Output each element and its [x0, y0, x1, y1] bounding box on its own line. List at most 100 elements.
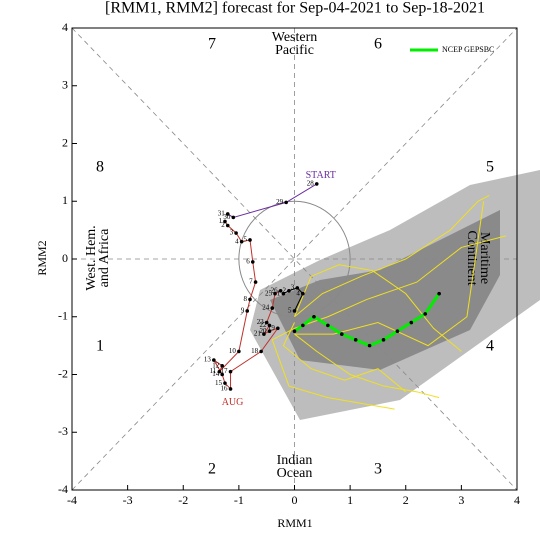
observed-point [223, 219, 227, 224]
day-label: 3 [230, 229, 234, 237]
day-label: 19 [268, 324, 276, 332]
x-tick-label: 3 [458, 493, 464, 507]
region-label: Continent [464, 230, 479, 285]
day-label: 13 [204, 356, 212, 364]
forecast-point [409, 320, 414, 325]
member-line [294, 235, 507, 329]
y-tick-label: 0 [62, 251, 68, 265]
day-label: 17 [221, 367, 229, 375]
observed-point [262, 332, 266, 336]
observed-point [267, 323, 272, 328]
observed-point [228, 369, 233, 374]
day-label: 24 [262, 304, 270, 312]
day-label: 10 [229, 347, 237, 355]
day-label: 31 [218, 210, 226, 218]
legend-label: NCEP GEPSBC [442, 45, 494, 54]
day-label: 3 [291, 283, 295, 291]
day-label: 16 [221, 385, 229, 393]
forecast-point [437, 291, 441, 296]
day-label: 22 [259, 321, 267, 329]
observed-point [250, 260, 255, 264]
forecast-point [395, 329, 400, 333]
observed-point [248, 238, 252, 242]
observed-point [212, 358, 216, 362]
phase-label: 2 [208, 461, 216, 478]
phase-label: 1 [96, 338, 104, 355]
day-label: 12 [212, 361, 220, 369]
observed-point [225, 223, 230, 228]
day-label: 5 [288, 307, 292, 315]
observed-point [223, 381, 227, 385]
day-label: 28 [307, 180, 315, 188]
forecast-point [292, 329, 297, 333]
x-tick-label: -2 [178, 493, 188, 507]
chart-title: [RMM1, RMM2] forecast for Sep-04-2021 to… [105, 0, 485, 17]
day-label: 1 [277, 289, 281, 297]
day-label: 4 [235, 237, 239, 245]
x-tick-label: -3 [123, 493, 133, 507]
observed-point [220, 364, 224, 368]
region-label: Maritime [477, 232, 492, 284]
forecast-point [339, 332, 344, 336]
observed-point [228, 387, 233, 391]
x-tick-label: -1 [234, 493, 244, 507]
observed-point [231, 215, 236, 220]
y-axis-label: RMM2 [35, 240, 49, 275]
observed-point [292, 309, 297, 313]
day-label: 29 [276, 198, 284, 206]
x-tick-label: 1 [347, 493, 353, 507]
observed-point [253, 280, 258, 284]
observed-point [239, 239, 244, 244]
y-tick-label: -2 [58, 366, 68, 380]
day-label: 9 [241, 307, 245, 315]
y-tick-label: -3 [58, 424, 68, 438]
diagonal [71, 27, 518, 491]
day-label: 23 [257, 318, 265, 326]
observed-point [267, 329, 272, 333]
y-tick-label: 2 [62, 135, 68, 149]
phase-label: 7 [208, 36, 216, 53]
region-label: and Africa [97, 228, 112, 287]
day-label: 2 [221, 221, 225, 229]
diagonal [71, 27, 518, 491]
y-tick-label: -4 [58, 482, 68, 496]
observed-point [248, 297, 252, 302]
forecast-point [301, 323, 305, 328]
day-label: 26 [271, 286, 279, 294]
x-tick-label: -4 [67, 493, 77, 507]
forecast-point [312, 314, 316, 319]
start-label: START [306, 170, 336, 181]
y-tick-label: -1 [58, 309, 68, 323]
observed-point [270, 306, 275, 310]
observed-point [276, 326, 280, 331]
forecast-line [293, 292, 441, 348]
forecast-point [423, 312, 428, 316]
y-tick-label: 1 [62, 193, 68, 207]
member-line [294, 264, 462, 352]
region-label: Indian [277, 453, 313, 468]
phase-label: 6 [374, 36, 382, 53]
observed-point [217, 369, 222, 374]
member-line [271, 327, 395, 410]
forecast-point [326, 323, 330, 328]
spread-inner [270, 210, 500, 370]
observed-line [227, 183, 318, 218]
x-tick-label: 2 [403, 493, 409, 507]
day-label: 15 [215, 379, 223, 387]
member-line [294, 333, 440, 399]
observed-point [225, 212, 230, 216]
phase-label: 4 [486, 338, 494, 355]
forecast-point [367, 343, 372, 348]
phase-label: 5 [486, 159, 494, 176]
observed-point [220, 372, 224, 377]
phase-label: 3 [374, 461, 382, 478]
x-tick-label: 0 [292, 493, 298, 507]
day-label: 4 [296, 289, 300, 297]
day-label: 30 [223, 213, 231, 221]
observed-point [284, 200, 288, 205]
region-label: Ocean [277, 466, 313, 481]
day-label: 8 [244, 295, 248, 303]
day-label: 14 [212, 370, 220, 378]
region-label: Western [272, 30, 318, 45]
